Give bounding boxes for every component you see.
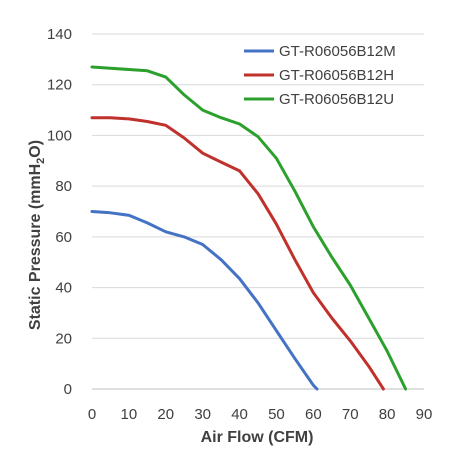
x-tick-label: 20 — [157, 406, 174, 423]
x-tick-label: 10 — [121, 406, 138, 423]
tick-layer: 0 20 40 60 80 100 120 140 0 10 20 30 40 50 60 70 80 90 — [47, 26, 432, 423]
x-tick-label: 80 — [379, 406, 396, 423]
y-axis-title-prefix: Static Pressure (mmH — [27, 164, 44, 330]
x-tick-label: 0 — [88, 406, 96, 423]
y-tick-label: 120 — [47, 77, 72, 94]
y-tick-label: 40 — [55, 280, 72, 297]
x-tick-label: 30 — [194, 406, 211, 423]
y-tick-label: 140 — [47, 26, 72, 43]
series-layer — [90, 65, 408, 391]
legend-label: GT-R06056B12H — [279, 67, 394, 84]
series-line-gt-r06056b12h — [90, 116, 385, 391]
series-line-gt-r06056b12m — [90, 210, 319, 391]
y-axis-title: Static Pressure (mmH2O) — [27, 140, 47, 330]
y-tick-label: 80 — [55, 178, 72, 195]
legend-label: GT-R06056B12M — [279, 43, 396, 60]
y-tick-label: 20 — [55, 330, 72, 347]
y-tick-label: 60 — [55, 229, 72, 246]
x-axis-title: Air Flow (CFM) — [201, 429, 314, 446]
legend: GT-R06056B12M GT-R06056B12H GT-R06056B12U — [244, 43, 396, 108]
x-tick-label: 60 — [305, 406, 322, 423]
x-tick-label: 50 — [268, 406, 285, 423]
x-tick-label: 70 — [342, 406, 359, 423]
y-tick-label: 100 — [47, 127, 72, 144]
y-tick-label: 0 — [64, 381, 72, 398]
x-tick-label: 90 — [416, 406, 433, 423]
legend-label: GT-R06056B12U — [279, 91, 394, 108]
series-line-gt-r06056b12u — [90, 65, 408, 391]
x-tick-label: 40 — [231, 406, 248, 423]
y-axis-title-suffix: O) — [27, 140, 44, 158]
y-axis-title-subscript: 2 — [35, 158, 47, 164]
